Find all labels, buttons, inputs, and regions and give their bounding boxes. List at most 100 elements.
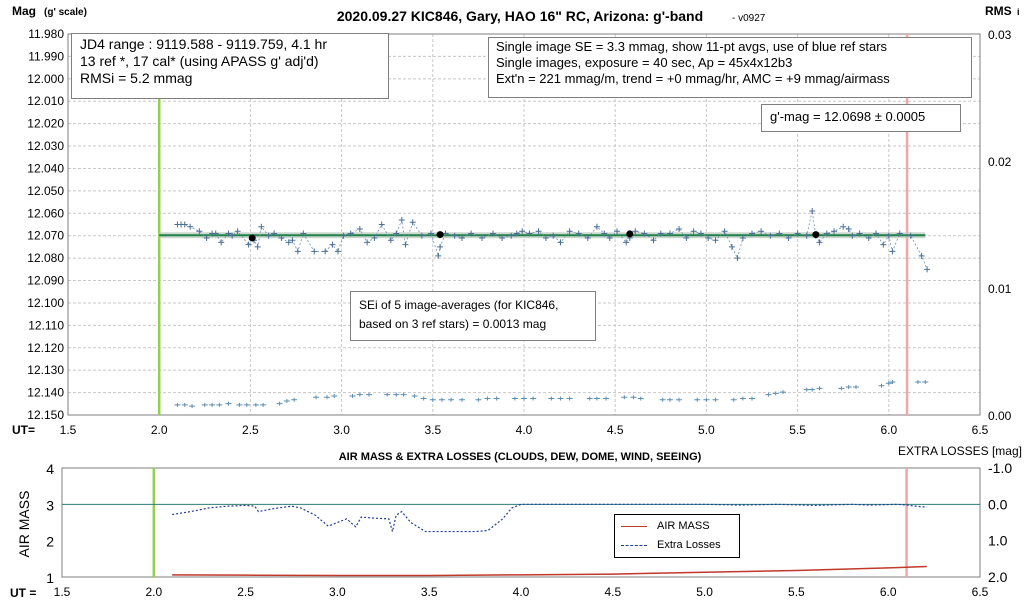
rms-point: [889, 379, 896, 384]
single-image-series-line: [177, 210, 928, 270]
data-point: [387, 237, 394, 244]
average-point: [436, 231, 444, 239]
average-point: [812, 231, 820, 239]
data-point: [614, 228, 621, 235]
data-point: [601, 230, 608, 237]
average-point: [248, 234, 256, 242]
data-point: [340, 232, 347, 239]
data-point: [535, 228, 542, 235]
data-point: [409, 219, 416, 226]
chart-plot-layer: 11.98011.99012.00012.01012.02012.03012.0…: [27, 27, 1012, 599]
rms-point: [181, 402, 188, 407]
rms-point: [260, 402, 267, 407]
rms-point: [852, 385, 859, 390]
data-point: [557, 239, 564, 246]
y-tick-label: 11.990: [28, 49, 64, 63]
rms-point: [384, 392, 391, 397]
bottom-plot-frame: [61, 467, 981, 578]
rms-point: [603, 396, 610, 401]
rms-point: [694, 397, 701, 402]
data-point: [212, 230, 219, 237]
data-point: [896, 230, 903, 237]
rms-point: [189, 404, 196, 409]
data-point: [924, 266, 931, 273]
data-point: [831, 228, 838, 235]
data-point: [356, 225, 363, 232]
y-tick-label: 12.030: [27, 139, 64, 153]
bottom-x-tick-label: 2.0: [145, 585, 162, 599]
data-point: [749, 230, 755, 237]
bottom-x-tick-label: 2.5: [237, 585, 254, 599]
bottom-right-tick-label: 0.0: [988, 496, 1008, 512]
bottom-x-tick-label: 3.0: [329, 585, 346, 599]
data-point: [513, 230, 520, 237]
data-point: [880, 241, 887, 248]
plot-frame: [67, 33, 981, 416]
sei-line: based on 3 ref stars) = 0.0013 mag: [359, 317, 547, 332]
chart-version: - v0927: [732, 13, 766, 24]
bottom-legend: AIR MASS Extra Losses: [614, 514, 740, 558]
data-point: [584, 234, 591, 241]
y-tick-label: 12.020: [27, 117, 64, 131]
rms-point: [703, 397, 710, 402]
top-x-label: UT=: [12, 423, 35, 437]
rms-point: [765, 392, 772, 397]
right-tick-label: 0.03: [988, 28, 1012, 42]
x-tick-label: 6.5: [972, 423, 989, 437]
rms-point: [291, 397, 298, 402]
bottom-x-tick-label: 4.0: [513, 585, 530, 599]
rms-point: [666, 397, 673, 402]
info-right-line: Single images, exposure = 40 sec, Ap = 4…: [496, 54, 793, 70]
data-point: [566, 228, 573, 235]
y-tick-label: 12.070: [27, 229, 64, 243]
rms-point: [637, 396, 644, 401]
extra-losses-line: [172, 503, 927, 533]
data-point: [907, 232, 914, 239]
rms-point: [878, 383, 885, 388]
rms-point: [313, 395, 320, 400]
data-point: [402, 241, 409, 248]
rms-point: [739, 396, 746, 401]
y-tick-label: 12.130: [27, 363, 64, 377]
bottom-right-tick-label: 2.0: [988, 569, 1008, 585]
rms-point: [331, 393, 338, 398]
y-tick-label: 12.090: [27, 274, 64, 288]
info-left-line: RMSi = 5.2 mmag: [80, 70, 193, 87]
bottom-y-tick-label: 4: [46, 461, 54, 477]
x-tick-label: 4.0: [516, 423, 533, 437]
rms-point: [225, 401, 232, 406]
data-point: [575, 230, 582, 237]
data-point: [508, 232, 515, 239]
gmag-box: g'-mag = 12.0698 ± 0.0005: [761, 104, 961, 132]
right-axis-label-suffix: i: [1017, 7, 1020, 17]
data-point: [885, 232, 892, 239]
rms-point: [780, 390, 787, 395]
right-tick-label: 0.00: [988, 409, 1012, 423]
data-point: [398, 217, 405, 224]
data-point: [229, 232, 236, 239]
x-tick-label: 2.5: [242, 423, 259, 437]
data-point: [889, 248, 896, 255]
rms-point: [557, 396, 564, 401]
data-point: [285, 239, 292, 246]
data-point: [489, 230, 496, 237]
data-point: [218, 239, 225, 246]
data-point: [187, 223, 194, 230]
info-box-right: Single image SE = 3.3 mmag, show 11-pt a…: [488, 37, 972, 98]
bottom-x-tick-label: 1.5: [54, 585, 71, 599]
data-point: [767, 232, 774, 239]
data-point: [816, 239, 823, 246]
bottom-right-axis-label: EXTRA LOSSES [mag]: [898, 444, 1022, 458]
rms-point: [922, 379, 929, 384]
rms-point: [174, 402, 181, 407]
data-point: [676, 225, 683, 232]
data-point: [666, 230, 673, 237]
info-box-left: JD4 range : 9119.588 - 9119.759, 4.1 hr …: [71, 33, 389, 99]
y-tick-label: 12.040: [27, 161, 64, 175]
data-point: [758, 228, 765, 235]
data-point: [641, 230, 648, 237]
rms-point: [730, 397, 737, 402]
rms-point: [593, 396, 600, 401]
data-point: [721, 228, 728, 235]
data-point: [329, 241, 336, 248]
